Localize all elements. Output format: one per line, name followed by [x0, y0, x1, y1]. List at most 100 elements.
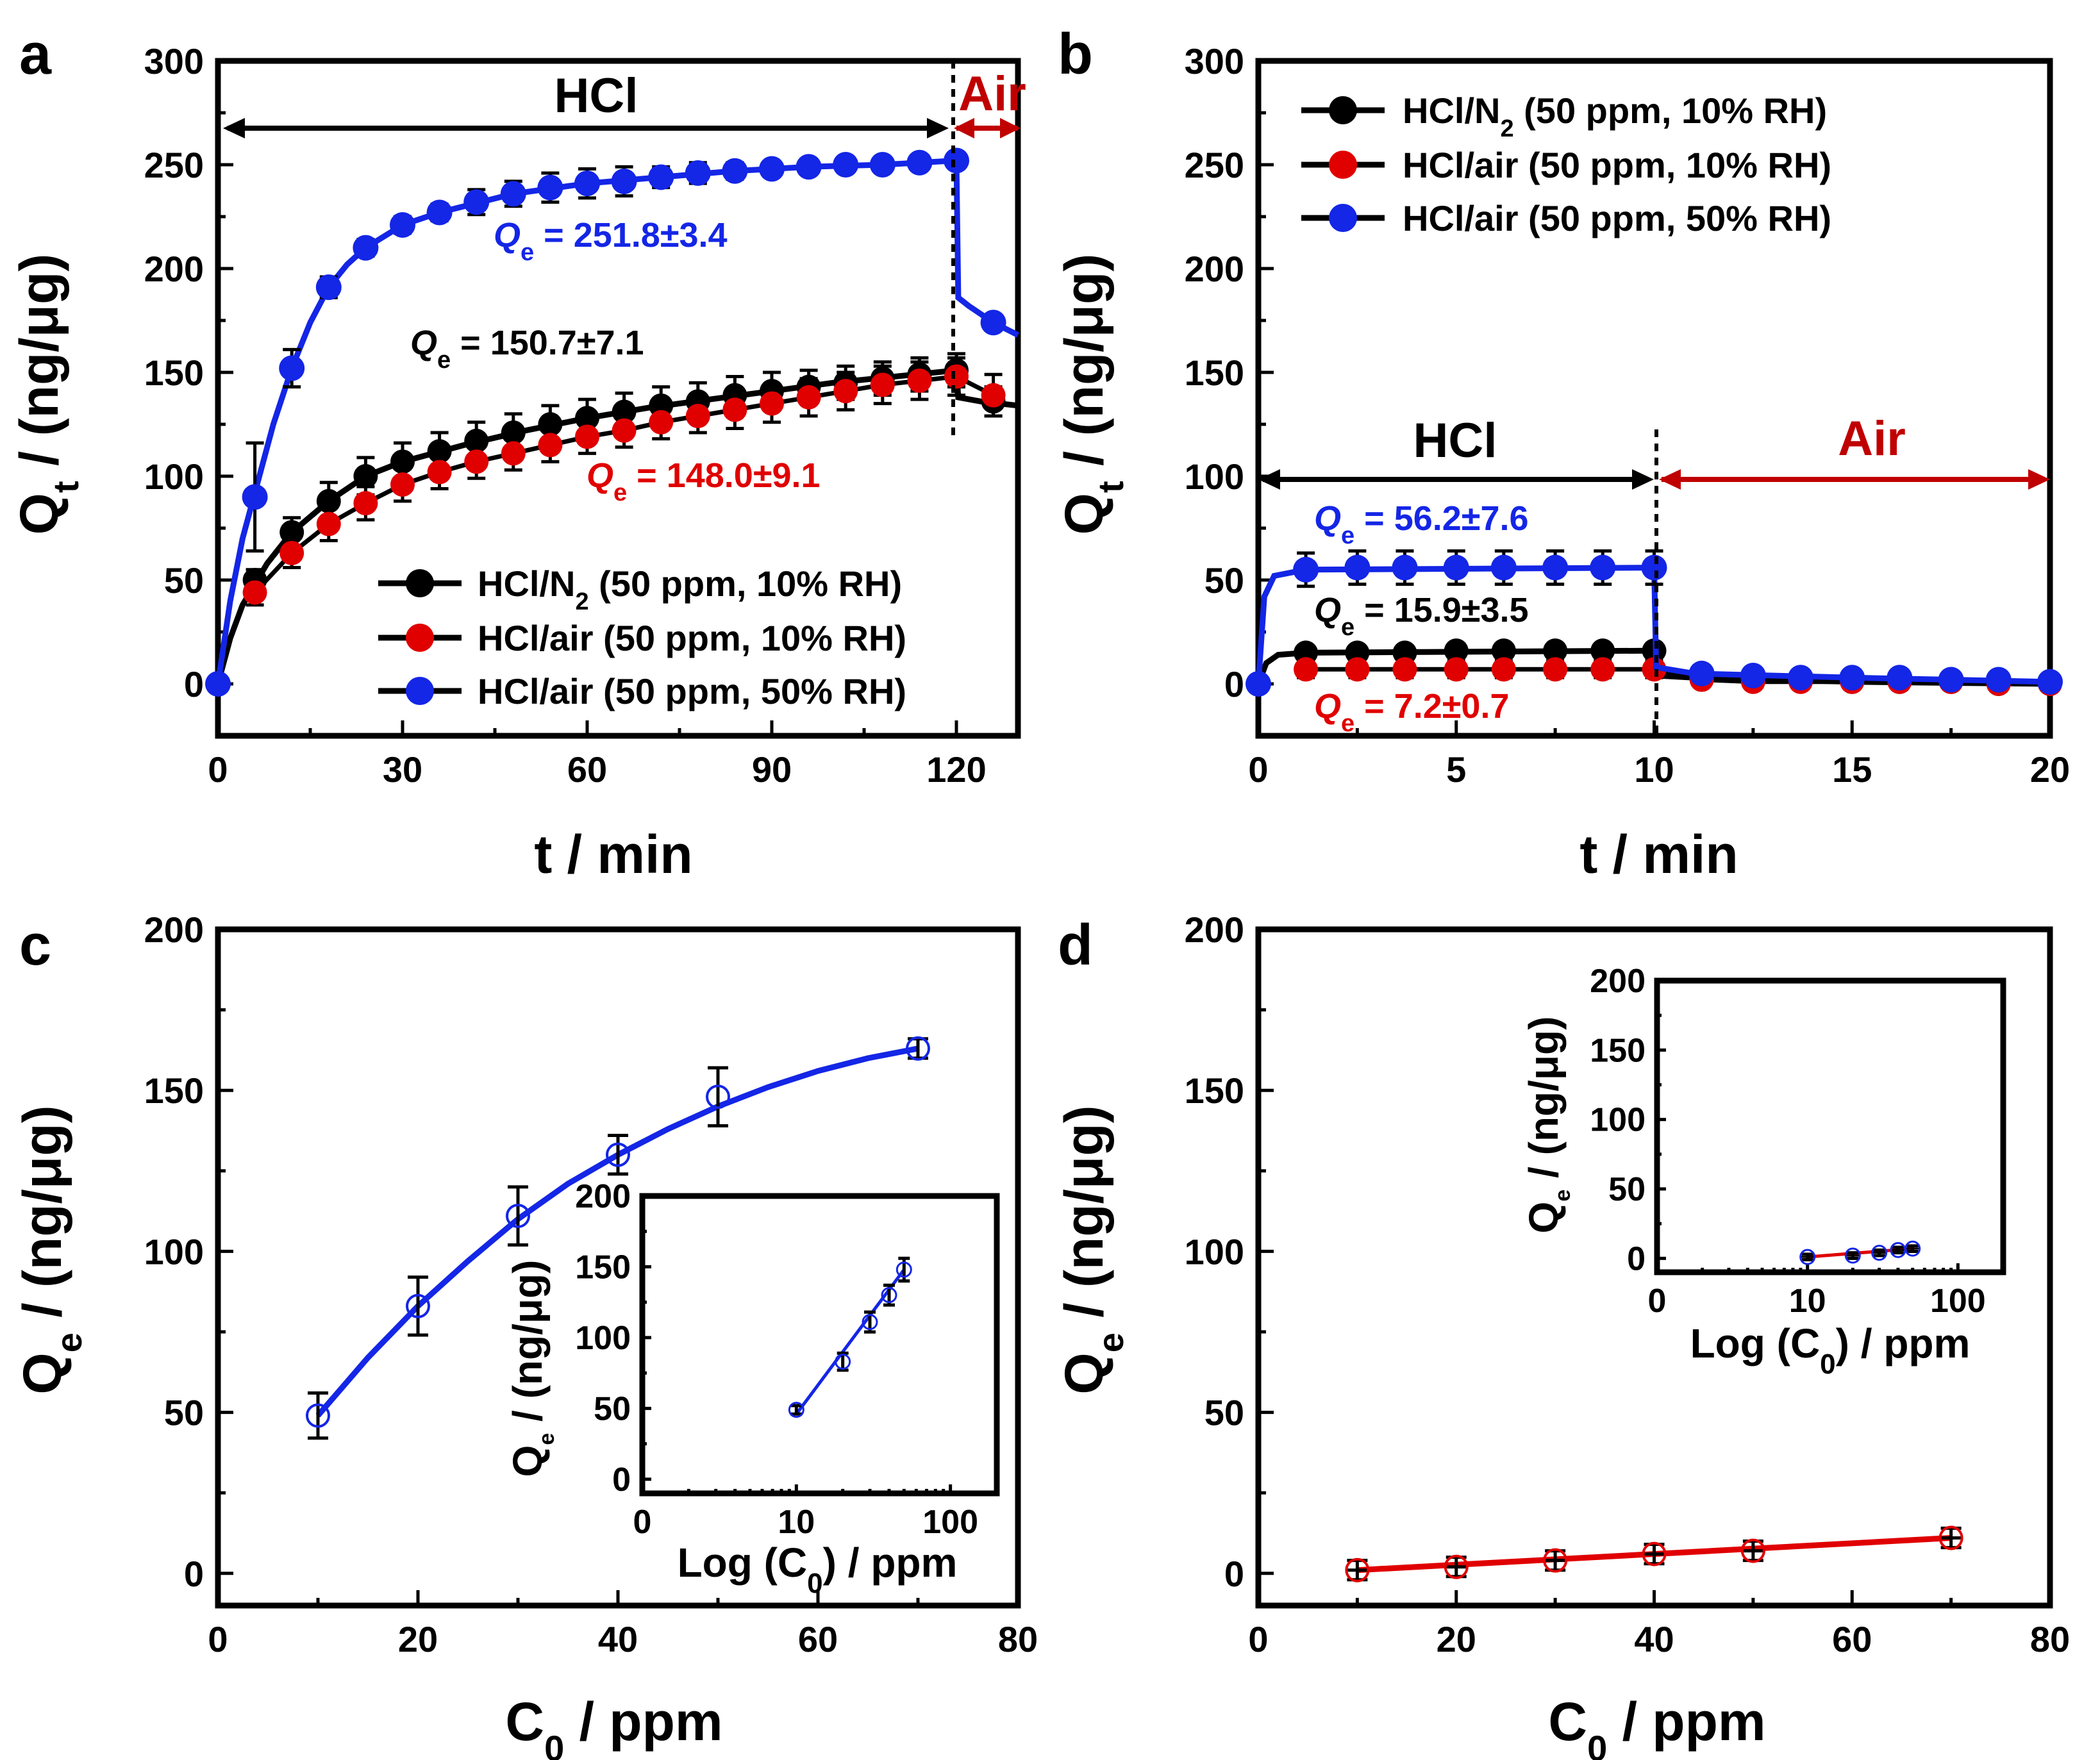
- panel-c-data-point: [906, 1036, 930, 1061]
- panel-label-d: d: [1058, 913, 1093, 977]
- panel-d-xaxis-label: C0 / ppm: [1548, 1691, 1765, 1760]
- panel-a-hcl-air-10-point: [464, 449, 489, 474]
- panel-a-xtick-label: 60: [567, 749, 607, 790]
- panel-a-hcl-air-50-point: [390, 212, 415, 238]
- panel-d-xtick-label: 0: [1248, 1619, 1268, 1659]
- panel-c-xtick-label: 60: [798, 1619, 838, 1659]
- panel-a: a Qt / (ng/μg) t / min 0 30 60 90 120 0 50 100 1…: [9, 22, 1026, 884]
- panel-d-ytick-label: 50: [1204, 1393, 1244, 1433]
- panel-a-ytick-label: 300: [144, 41, 204, 81]
- panel-b-hcl-air-50-point: [2037, 668, 2063, 695]
- panel-b-ytick-label: 150: [1185, 353, 1244, 393]
- panel-a-xtick-label: 30: [383, 749, 422, 790]
- panel-d-data-point: [1642, 1541, 1667, 1566]
- panel-d-data-point: [1345, 1557, 1370, 1582]
- panel-c-ytick-label: 50: [164, 1393, 204, 1433]
- svg-text:Qt / (ng/μg): Qt / (ng/μg): [1054, 254, 1131, 535]
- panel-d-data-point: [1543, 1548, 1568, 1573]
- panel-a-hcl-air-10-point: [685, 404, 710, 429]
- panel-b-xtick-label: 10: [1634, 749, 1674, 790]
- panel-c-data-point: [506, 1204, 530, 1229]
- panel-a-hcl-air-50-point: [759, 156, 785, 182]
- panel-a-yaxis-label: Qt / (ng/μg): [9, 254, 86, 535]
- panel-a-hcl-air-10-point: [796, 385, 821, 410]
- panel-d-inset-ytick-label: 200: [1590, 963, 1646, 1000]
- panel-d-inset-ytick-label: 150: [1590, 1032, 1646, 1069]
- panel-c-inset-yaxis-label: Qe / (ng/μg): [504, 1260, 559, 1477]
- panel-d-inset-xtick-label: 0: [1648, 1283, 1667, 1320]
- panel-a-qe-red: Qe = 148.0±9.1: [587, 456, 821, 506]
- svg-text:HCl/N2 (50 ppm, 10% RH): HCl/N2 (50 ppm, 10% RH): [1403, 90, 1827, 142]
- panel-a-hcl-air-10-point: [649, 410, 674, 435]
- panel-a-hcl-air-50-point: [279, 355, 305, 381]
- panel-b-hcl-air-10-point: [1543, 657, 1568, 682]
- panel-c-inset-data-point: [835, 1354, 851, 1370]
- panel-a-hcl-label: HCl: [554, 69, 638, 123]
- panel-b-hcl-air-50-point: [1938, 667, 1964, 693]
- svg-text:HCl/N2 (50 ppm, 10% RH): HCl/N2 (50 ppm, 10% RH): [478, 563, 902, 615]
- panel-d-inset-ytick-label: 50: [1608, 1171, 1646, 1208]
- panel-a-qe-blue: Qe = 251.8±3.4: [494, 216, 728, 266]
- panel-a-hcl-n2-point: [501, 420, 526, 445]
- svg-text:Qe / (ng/μg): Qe / (ng/μg): [12, 1105, 89, 1394]
- panel-b-hcl-air-50-point: [1392, 554, 1418, 581]
- panel-a-hcl-air-10-point: [760, 391, 784, 416]
- panel-b-qe-red: Qe = 7.2±0.7: [1314, 687, 1509, 737]
- legend-item-hcl-air-50: HCl/air (50 ppm, 50% RH): [378, 671, 906, 711]
- panel-c-xaxis-label: C0 / ppm: [505, 1691, 722, 1760]
- panel-a-hcl-air-50-point: [463, 189, 490, 215]
- panel-c-ytick-label: 150: [144, 1070, 204, 1111]
- legend-item-hcl-air-10: HCl/air (50 ppm, 10% RH): [378, 618, 906, 658]
- panel-b-hcl-air-10-point: [1345, 657, 1370, 682]
- panel-d: d Qe / (ng/μg) C0 / ppm 0 20 40 60 80 0 50 100 1…: [1054, 909, 2070, 1760]
- panel-d-inset-data-point: [1844, 1247, 1861, 1264]
- panel-b-hcl-air-50-point: [1641, 554, 1667, 581]
- panel-a-plot: 0 30 60 90 120 0 50 100 150 200 250 300: [144, 41, 1021, 790]
- panel-b-ytick-label: 50: [1204, 560, 1244, 601]
- panel-b-hcl-air-10-point: [1491, 657, 1516, 682]
- panel-d-xtick-label: 60: [1832, 1619, 1872, 1659]
- panel-b-hcl-air-50-point: [1839, 665, 1865, 691]
- panel-b-hcl-air-50-point: [1490, 554, 1517, 581]
- legend-marker-blue: [406, 677, 434, 705]
- panel-a-hcl-air-50-point: [906, 149, 933, 176]
- panel-a-air-arrow: [954, 118, 1021, 138]
- panel-b-hcl-air-50-point: [1985, 667, 2012, 693]
- panel-c-inset-ytick-label: 200: [575, 1178, 631, 1215]
- svg-text:Qe / (ng/μg): Qe / (ng/μg): [1054, 1105, 1131, 1394]
- panel-a-hcl-air-10-point: [538, 433, 563, 458]
- panel-d-inset-ytick-label: 0: [1627, 1240, 1646, 1277]
- panel-b-ytick-label: 250: [1185, 145, 1244, 185]
- panel-a-ytick-label: 50: [164, 560, 204, 601]
- panel-b-air-label: Air: [1838, 411, 1906, 466]
- legend-item-hcl-air-50: HCl/air (50 ppm, 50% RH): [1301, 198, 1831, 238]
- panel-a-hcl-arrow: [223, 118, 949, 138]
- panel-c: c Qe / (ng/μg) C0 / ppm 0 20 40 60 800501001…: [12, 909, 1038, 1760]
- panel-b-hcl-label: HCl: [1413, 413, 1497, 468]
- panel-b-qe-black: Qe = 15.9±3.5: [1314, 591, 1529, 641]
- panel-a-hcl-air-10-point: [907, 368, 932, 393]
- panel-d-inset-ytick-label: 100: [1590, 1102, 1646, 1139]
- legend-marker-blue: [1329, 204, 1357, 232]
- panel-a-hcl-air-50-point: [944, 147, 969, 174]
- panel-a-ytick-label: 150: [144, 353, 204, 393]
- panel-a-ytick-label: 0: [184, 664, 204, 704]
- panel-a-xtick-label: 90: [752, 749, 792, 790]
- panel-c-inset-xtick-label: 100: [922, 1504, 978, 1541]
- panel-d-xtick-label: 20: [1437, 1619, 1476, 1659]
- panel-a-ytick-label: 200: [144, 249, 204, 289]
- panel-d-plot: 0 20 40 60 80 0 50 100 150 200: [1185, 909, 2071, 1659]
- panel-c-data-point: [306, 1403, 330, 1428]
- panel-d-xtick-label: 80: [2030, 1619, 2070, 1659]
- panel-b-hcl-air-50-point: [1246, 671, 1271, 697]
- panel-c-ytick-label: 0: [184, 1554, 204, 1594]
- panel-a-hcl-air-10-point: [944, 364, 969, 389]
- panel-d-inset-frame: [1654, 977, 2006, 1275]
- panel-c-inset-data-point: [881, 1287, 897, 1304]
- panel-a-hcl-air-50-point: [685, 160, 711, 186]
- panel-d-xtick-label: 40: [1634, 1619, 1674, 1659]
- panel-c-inset-background: [636, 1190, 1003, 1500]
- panel-a-hcl-n2-point: [464, 428, 489, 453]
